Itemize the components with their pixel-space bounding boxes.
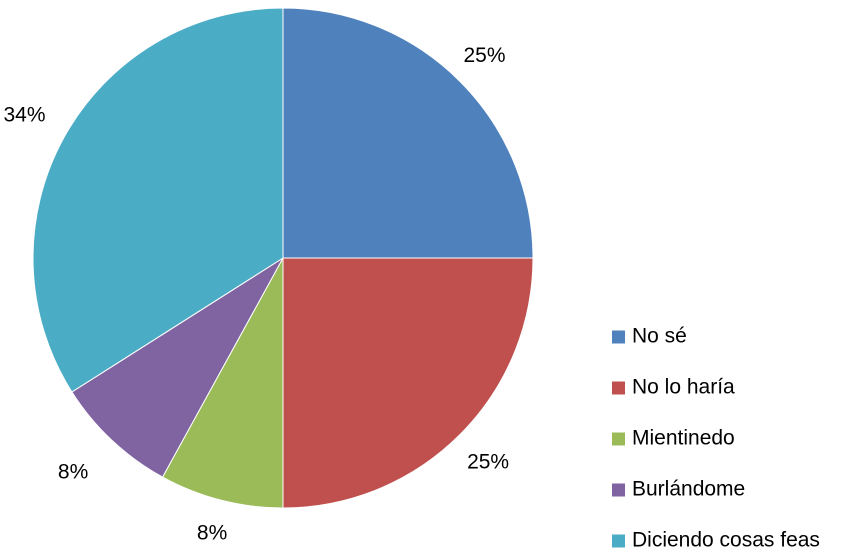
legend-label-1: No sé xyxy=(632,325,687,348)
data-label-5: 34% xyxy=(3,103,45,126)
pie-slice-5 xyxy=(32,7,284,393)
legend-swatch-1 xyxy=(612,330,625,344)
legend-swatch-4 xyxy=(612,483,625,497)
pie-data-labels: 25% 25% 8% 8% 34% xyxy=(3,44,509,545)
legend-label-5: Diciendo cosas feas xyxy=(632,529,820,552)
data-label-2: 25% xyxy=(467,451,509,474)
pie-slice-3 xyxy=(161,257,284,509)
legend-label-3: Mientinedo xyxy=(632,427,735,450)
legend: No sé No lo haría Mientinedo Burlándome Dici… xyxy=(612,325,820,552)
pie-slice-4 xyxy=(71,257,284,478)
pie-slice-1 xyxy=(282,7,534,259)
data-label-4: 8% xyxy=(58,461,88,484)
legend-label-4: Burlándome xyxy=(632,478,745,501)
pie-slice-2 xyxy=(282,257,534,509)
legend-swatch-2 xyxy=(612,381,625,395)
legend-swatch-5 xyxy=(612,534,625,548)
legend-swatch-3 xyxy=(612,432,625,446)
pie-slices xyxy=(32,7,534,509)
legend-label-2: No lo haría xyxy=(632,376,735,399)
data-label-1: 25% xyxy=(463,44,505,67)
data-label-3: 8% xyxy=(197,522,227,545)
